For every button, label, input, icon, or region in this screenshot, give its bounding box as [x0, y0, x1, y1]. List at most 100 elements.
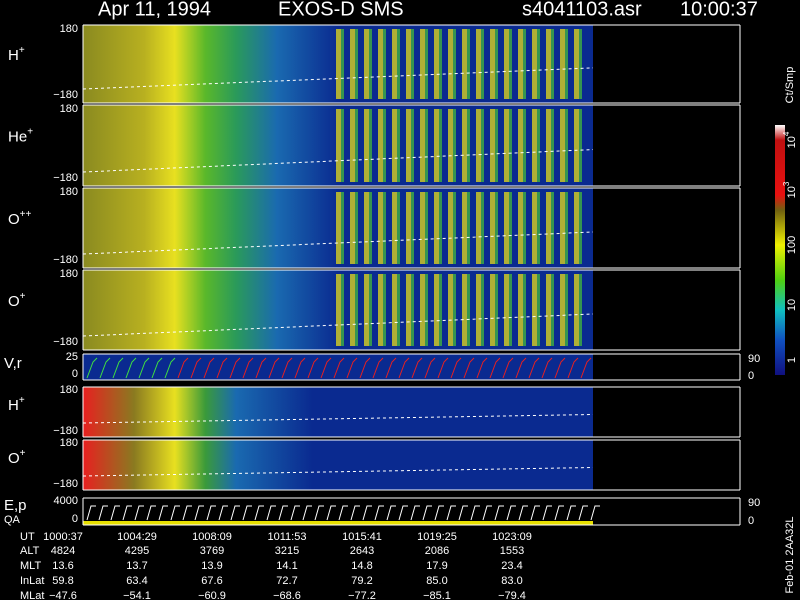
label-sup: ++: [20, 209, 32, 220]
ep-glyph: [170, 505, 180, 521]
header-time: 10:00:37: [680, 0, 758, 20]
axis-right-top: 90: [748, 497, 760, 509]
ep-glyph: [278, 505, 288, 521]
ep-glyph: [518, 505, 528, 521]
ep-glyph: [410, 505, 420, 521]
ep-glyph: [554, 505, 564, 521]
vr-glyph: [476, 357, 488, 379]
colorbar: [775, 125, 785, 375]
vr-glyph: [281, 357, 293, 379]
ep-glyph: [374, 505, 384, 521]
panel-label: O++: [8, 209, 32, 228]
ep-glyph: [218, 505, 228, 521]
axis-top: 180: [60, 186, 78, 198]
label-base: V,r: [4, 355, 22, 372]
axis-right-bottom: 0: [748, 370, 754, 382]
footer: Feb-01 2AA32L: [784, 516, 796, 593]
ephemeris-value: 13.7: [126, 560, 147, 572]
ep-glyph: [326, 505, 336, 521]
label-sup: +: [19, 395, 25, 406]
axis-top: 180: [60, 437, 78, 449]
vr-glyph: [346, 357, 358, 379]
ephemeris-value: 1000:37: [43, 531, 83, 543]
vr-glyph: [450, 357, 462, 379]
ep-glyph: [302, 505, 312, 521]
tick-base: 10: [786, 136, 798, 148]
ephemeris-value: 3769: [200, 545, 224, 557]
ephemeris-value: 72.7: [276, 575, 297, 587]
axis-bottom: −180: [53, 425, 78, 437]
trace: [82, 414, 594, 424]
vr-glyph: [554, 357, 566, 379]
ep-glyph: [134, 505, 144, 521]
spectrogram-stripes: [330, 109, 588, 182]
ephemeris-value: 2086: [425, 545, 449, 557]
ephemeris-value: 67.6: [201, 575, 222, 587]
ephemeris-value: 4824: [51, 545, 75, 557]
ephemeris-value: 23.4: [501, 560, 522, 572]
ep-glyph: [434, 505, 444, 521]
vr-glyph: [268, 357, 280, 379]
axis-top: 180: [60, 384, 78, 396]
ephemeris-value: 59.8: [52, 575, 73, 587]
ep-glyph: [542, 505, 552, 521]
panel-label: O+: [8, 291, 26, 310]
ephemeris-value: 1011:53: [268, 531, 307, 543]
vr-glyph: [411, 357, 423, 379]
vr-glyph: [528, 357, 540, 379]
ep-glyph: [254, 505, 264, 521]
ep-glyph: [362, 505, 372, 521]
axis-top: 180: [60, 23, 78, 35]
ephemeris-value: −77.2: [348, 590, 376, 600]
ep-glyph: [194, 505, 204, 521]
vr-glyph: [515, 357, 527, 379]
ep-glyph: [314, 505, 324, 521]
axis-top: 4000: [54, 495, 78, 507]
header-date: Apr 11, 1994: [98, 0, 211, 20]
ep-glyph: [122, 505, 132, 521]
colorbar-tick-label: 103: [782, 181, 798, 198]
axis-bottom: 0: [72, 513, 78, 525]
label-base: O: [8, 450, 20, 467]
ephemeris-value: 85.0: [426, 575, 447, 587]
ep-glyph: [230, 505, 240, 521]
ephemeris-value: 1019:25: [417, 531, 457, 543]
vr-glyph: [177, 357, 189, 379]
ephemeris-value: 3215: [275, 545, 299, 557]
ep-glyph: [86, 505, 96, 521]
vr-glyph: [489, 357, 501, 379]
ep-glyph: [110, 505, 120, 521]
ephemeris-label: UT: [20, 531, 35, 543]
panel-label: E,p: [4, 497, 27, 514]
ep-glyph: [98, 505, 108, 521]
ephemeris-label: InLat: [20, 575, 44, 587]
vr-glyph: [86, 357, 98, 379]
trace: [82, 467, 594, 477]
ephemeris-value: 1023:09: [492, 531, 532, 543]
vr-glyph: [307, 357, 319, 379]
vr-glyph: [541, 357, 553, 379]
panel-label: O+: [8, 448, 26, 467]
ephemeris-label: MLat: [20, 590, 44, 600]
ep-glyph: [206, 505, 216, 521]
vr-glyph: [372, 357, 384, 379]
ep-glyph: [338, 505, 348, 521]
ep-glyph: [566, 505, 576, 521]
panel-label-2: QA: [4, 514, 21, 526]
spectrogram-stripes: [330, 29, 588, 99]
trace: [82, 231, 594, 255]
vr-glyph: [190, 357, 202, 379]
ep-glyph: [290, 505, 300, 521]
ep-glyph: [494, 505, 504, 521]
label-sup: +: [19, 45, 25, 56]
panel-label: He+: [8, 126, 33, 145]
colorbar-tick-label: 10: [786, 299, 798, 311]
colorbar-unit: Ct/Smp: [784, 67, 796, 104]
ep-glyph: [578, 505, 588, 521]
colorbar-tick-label: 100: [786, 236, 798, 254]
ephemeris-value: −54.1: [123, 590, 151, 600]
panel-label: H+: [8, 395, 25, 414]
vr-glyph: [151, 357, 163, 379]
colorbar-tick-label: 104: [782, 131, 798, 148]
axis-right-bottom: 0: [748, 515, 754, 527]
